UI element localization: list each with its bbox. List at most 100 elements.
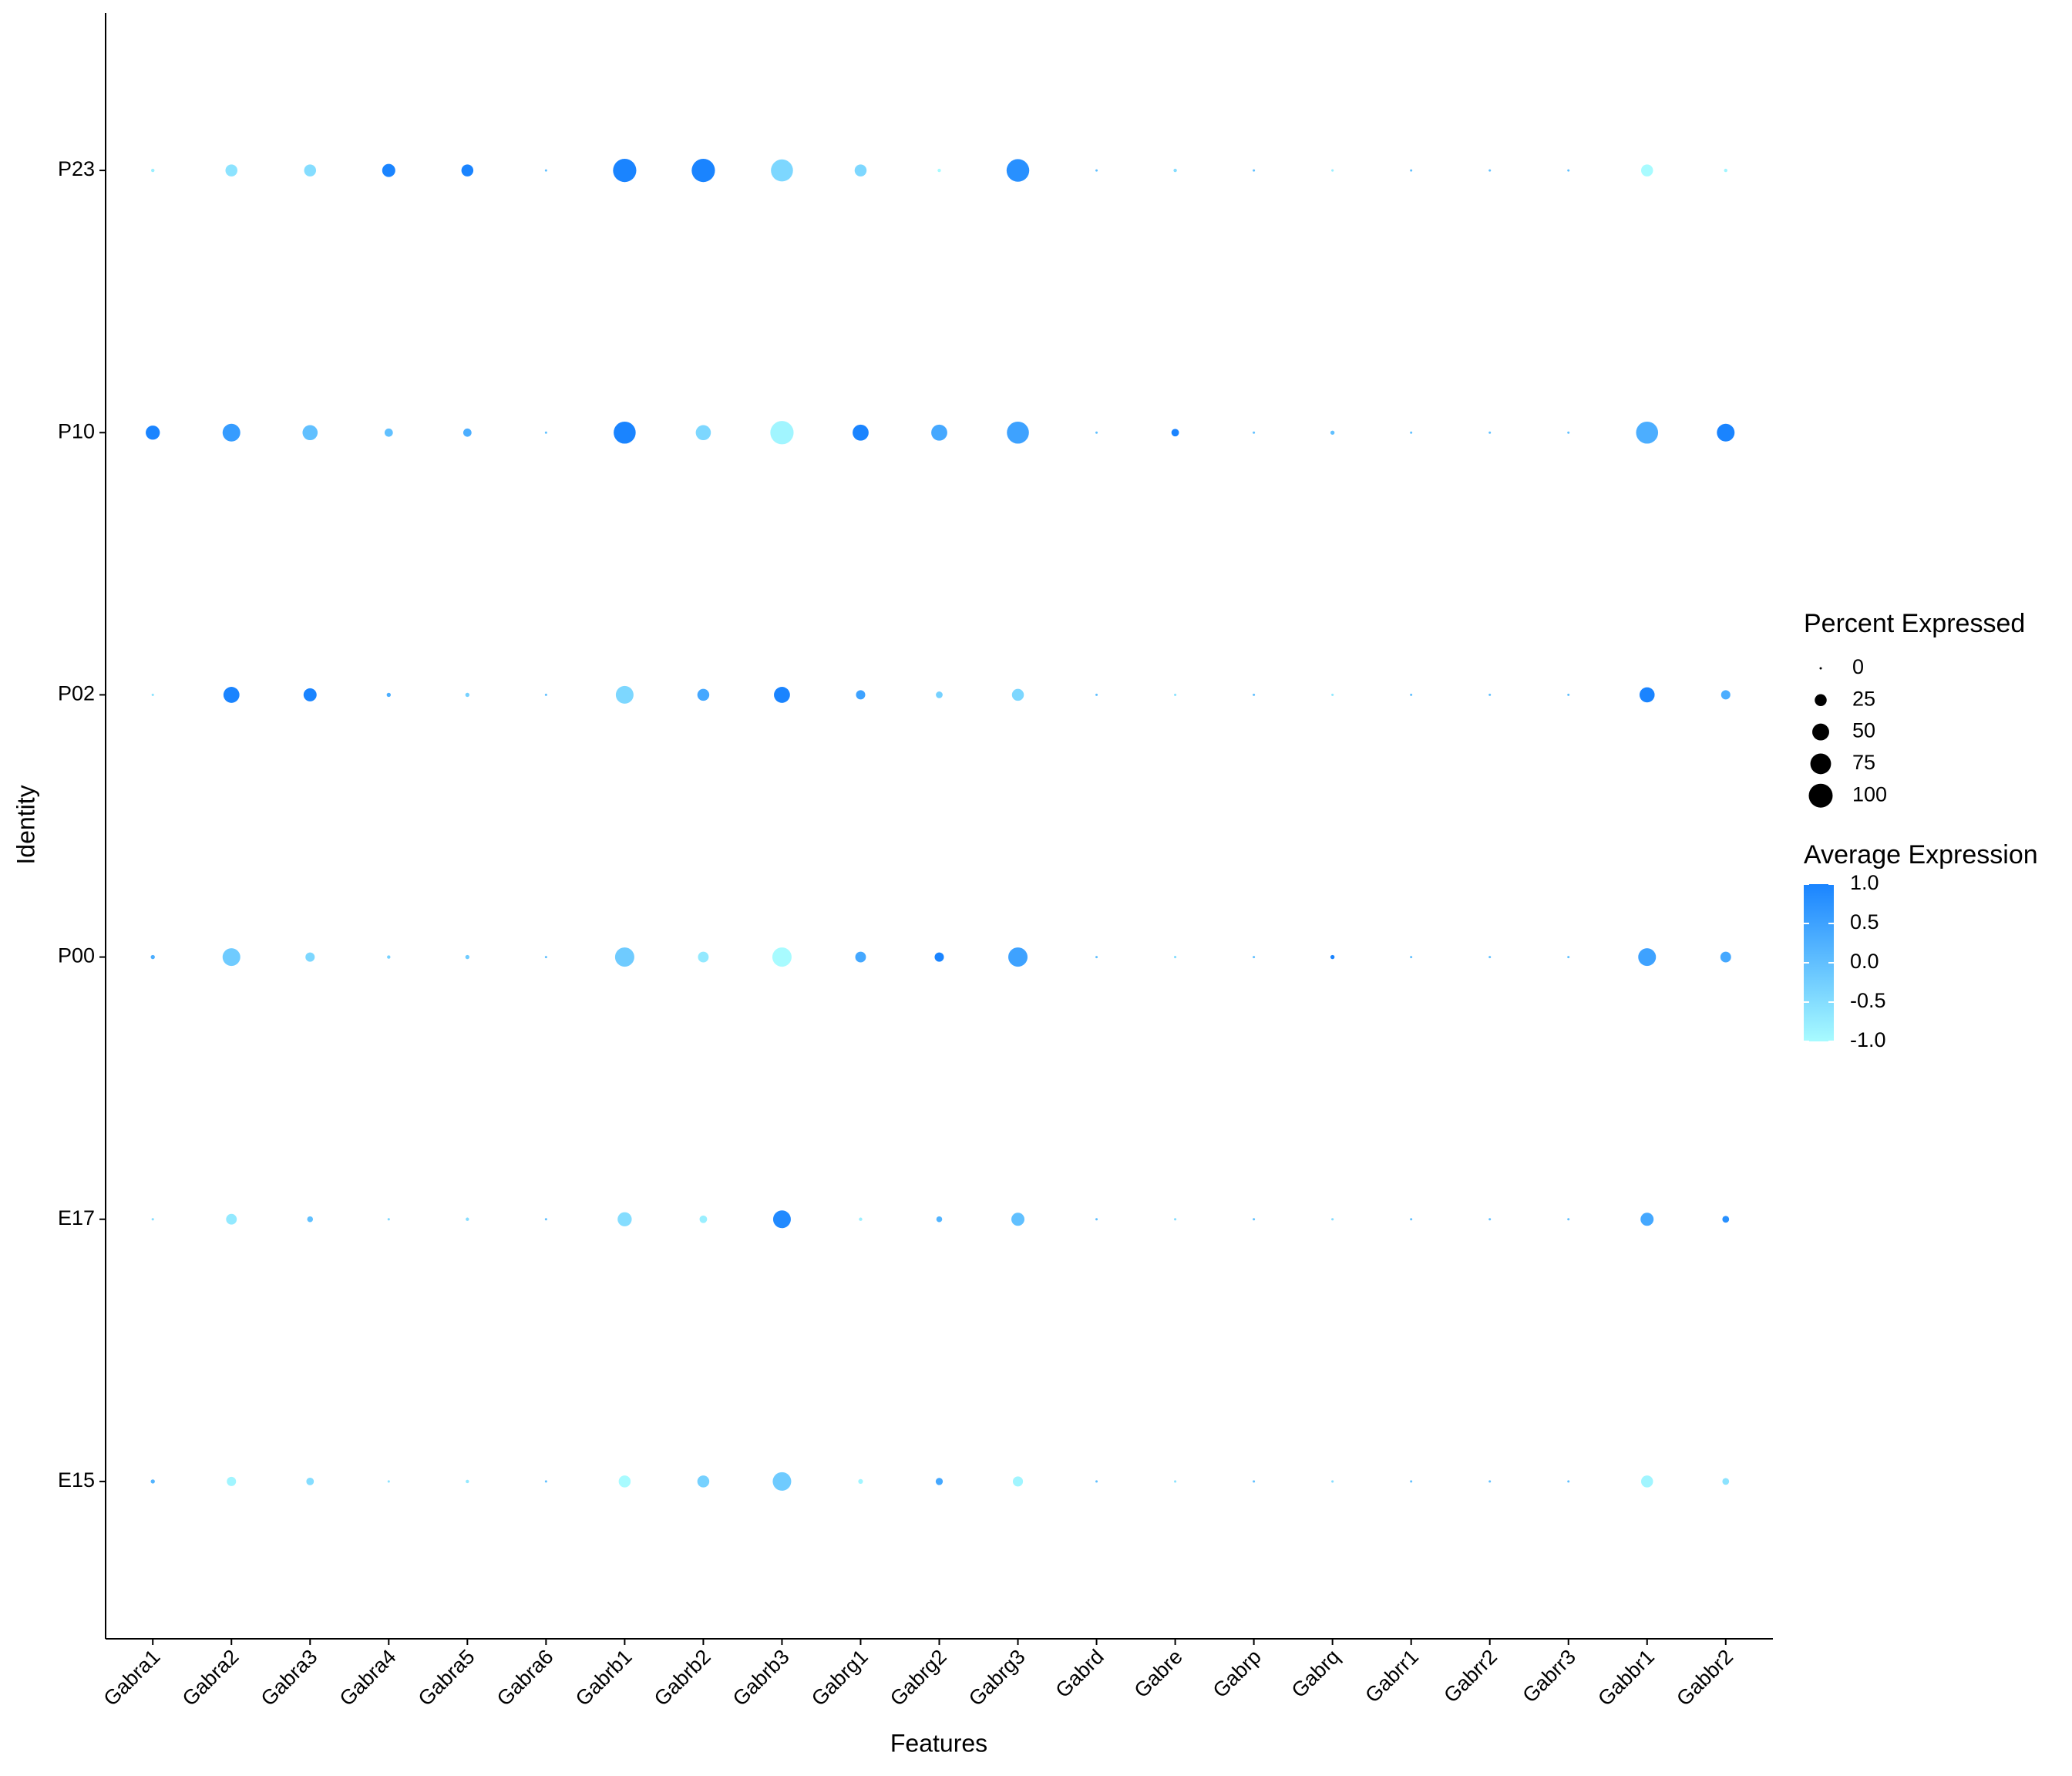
dot	[1095, 1218, 1098, 1221]
color-legend-title: Average Expression	[1804, 840, 2038, 870]
dot	[1331, 169, 1334, 172]
dot	[1174, 1218, 1177, 1221]
dot	[387, 1218, 390, 1221]
dot	[1717, 423, 1735, 442]
dot	[544, 169, 547, 172]
dot	[303, 688, 317, 701]
dot	[462, 428, 472, 437]
size-legend-label: 100	[1852, 782, 1887, 806]
dot	[1639, 687, 1655, 703]
dot	[1253, 431, 1256, 434]
color-legend-label: 1.0	[1850, 871, 1879, 894]
dot	[1567, 169, 1570, 172]
dot	[387, 1480, 390, 1483]
dot	[1095, 431, 1098, 434]
dot	[1724, 168, 1727, 173]
y-tick-label: E17	[58, 1206, 95, 1229]
size-legend-label: 25	[1852, 687, 1875, 710]
dot	[465, 954, 470, 960]
dot	[146, 426, 160, 440]
size-legend-dot	[1812, 723, 1829, 741]
dot	[544, 1218, 547, 1221]
dot	[1488, 693, 1492, 696]
dot	[151, 693, 154, 696]
dot	[306, 1478, 314, 1485]
dot	[1253, 169, 1256, 172]
dot	[774, 687, 790, 703]
dot	[386, 692, 391, 698]
x-tick-label: Gabra1	[99, 1645, 165, 1710]
dot	[225, 164, 237, 177]
dot	[691, 158, 715, 183]
dot	[936, 1216, 943, 1223]
dot	[1567, 693, 1570, 696]
dot	[1410, 1480, 1413, 1483]
x-tick-label: Gabrd	[1051, 1645, 1108, 1702]
dot	[935, 1478, 944, 1485]
x-tick-label: Gabra3	[257, 1645, 322, 1710]
color-legend-label: 0.0	[1850, 950, 1879, 973]
dot	[931, 424, 947, 441]
dot	[1640, 1213, 1654, 1226]
dot	[1636, 421, 1659, 444]
dot	[1011, 688, 1024, 701]
dot	[1488, 956, 1492, 959]
dot	[772, 947, 792, 967]
dot	[1006, 159, 1030, 182]
x-tick-label: Gabrb2	[650, 1645, 715, 1710]
dot	[854, 164, 867, 177]
dot	[150, 954, 155, 960]
dot	[223, 687, 240, 703]
dot	[1174, 956, 1177, 959]
dot	[1720, 690, 1731, 700]
x-tick-label: Gabrr3	[1518, 1645, 1580, 1707]
x-axis-title: Features	[890, 1729, 987, 1757]
size-legend-title: Percent Expressed	[1804, 609, 2025, 638]
x-tick-label: Gabra5	[414, 1645, 479, 1710]
dot	[302, 425, 318, 441]
x-tick-label: Gabrq	[1287, 1645, 1344, 1702]
x-tick-label: Gabbr2	[1672, 1645, 1737, 1710]
color-legend-label: -1.0	[1850, 1028, 1886, 1051]
size-legend-label: 75	[1852, 751, 1875, 774]
dot	[856, 690, 866, 700]
y-tick-label: P02	[58, 682, 95, 705]
dot	[1410, 169, 1413, 172]
dot	[1095, 956, 1098, 959]
dot	[1331, 1218, 1334, 1221]
x-tick-label: Gabrg2	[886, 1645, 951, 1710]
size-legend-label: 50	[1852, 719, 1875, 742]
dot	[1331, 1480, 1334, 1483]
color-legend-label: -0.5	[1850, 989, 1886, 1012]
dot	[1722, 1478, 1730, 1485]
y-axis-title: Identity	[12, 785, 39, 864]
y-tick-label: P00	[58, 944, 95, 967]
x-tick-label: Gabra2	[178, 1645, 244, 1710]
dot	[222, 948, 240, 967]
dot	[1008, 947, 1028, 967]
dot	[1007, 421, 1029, 444]
dot	[1488, 1218, 1492, 1221]
dot	[1173, 168, 1177, 173]
dot	[1722, 1216, 1730, 1223]
dot	[1410, 956, 1413, 959]
dot	[1720, 951, 1731, 963]
dot	[1253, 1218, 1256, 1221]
dot	[617, 1212, 632, 1226]
size-legend-dot	[1808, 783, 1833, 808]
dot	[1171, 429, 1179, 437]
y-tick-label: P23	[58, 157, 95, 180]
dot	[1567, 1218, 1570, 1221]
dot	[222, 423, 240, 442]
dot	[1567, 1480, 1570, 1483]
dot	[772, 1472, 792, 1491]
dot	[858, 1478, 863, 1485]
dot	[227, 1476, 237, 1486]
y-tick-label: E15	[58, 1468, 95, 1492]
size-legend-dot	[1819, 667, 1822, 670]
dot	[382, 163, 395, 177]
dot	[150, 1479, 155, 1484]
dot	[305, 952, 315, 962]
dot	[544, 431, 547, 434]
dot	[465, 692, 470, 698]
